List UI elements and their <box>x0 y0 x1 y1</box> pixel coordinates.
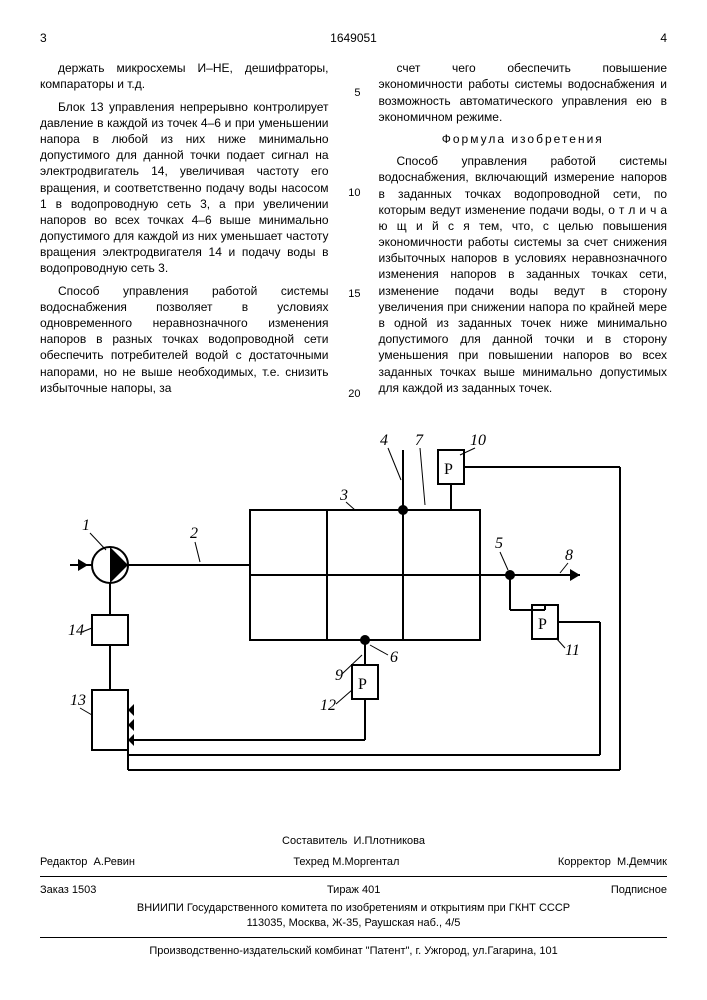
column-right: счет чего обеспечить повышение экономичн… <box>379 60 668 402</box>
schematic-diagram: 1 2 3 4 5 6 7 8 9 10 11 12 13 14 P P P <box>40 430 667 810</box>
para: Способ управления работой системы водосн… <box>379 153 668 396</box>
label-10: 10 <box>470 432 486 449</box>
print-run: Тираж 401 <box>327 883 380 898</box>
compiler: Составитель И.Плотникова <box>282 834 425 849</box>
line-numbers: 5 10 15 20 <box>347 60 361 402</box>
para: держать микросхемы И–НЕ, дешифраторы, ко… <box>40 60 329 92</box>
label-1: 1 <box>82 517 90 534</box>
para: Способ управления работой системы водосн… <box>40 283 329 396</box>
label-9: 9 <box>335 667 343 684</box>
label-12: 12 <box>320 697 336 714</box>
line-num: 15 <box>347 287 361 302</box>
order-line: Заказ 1503 Тираж 401 Подписное <box>40 883 667 898</box>
claim-title: Формула изобретения <box>379 131 668 147</box>
label-4: 4 <box>380 432 388 449</box>
label-3: 3 <box>339 487 348 504</box>
techred: Техред М.Моргентал <box>293 855 399 870</box>
credits-row-2: Редактор А.Ревин Техред М.Моргентал Корр… <box>40 855 667 870</box>
print-org: Производственно-издательский комбинат "П… <box>40 944 667 959</box>
para: Блок 13 управления непрерывно контролиру… <box>40 99 329 277</box>
divider <box>40 876 667 877</box>
para: счет чего обеспечить повышение экономичн… <box>379 60 668 125</box>
publisher-addr: 113035, Москва, Ж-35, Раушская наб., 4/5 <box>40 916 667 931</box>
divider <box>40 937 667 938</box>
editor: Редактор А.Ревин <box>40 855 135 870</box>
footer: Составитель И.Плотникова Редактор А.Реви… <box>40 834 667 959</box>
page-right: 4 <box>660 30 667 46</box>
label-6: 6 <box>390 649 398 666</box>
line-num: 10 <box>347 186 361 201</box>
label-7: 7 <box>415 432 424 449</box>
corrector: Корректор М.Демчик <box>558 855 667 870</box>
label-2: 2 <box>190 525 198 542</box>
line-num: 5 <box>347 86 361 101</box>
label-8: 8 <box>565 547 573 564</box>
credits-row-1: Составитель И.Плотникова <box>40 834 667 849</box>
sensor-p: P <box>444 461 453 478</box>
patent-number: 1649051 <box>47 30 661 46</box>
label-5: 5 <box>495 535 503 552</box>
page-left: 3 <box>40 30 47 46</box>
sensor-p: P <box>538 616 547 633</box>
signed: Подписное <box>611 883 667 898</box>
label-14: 14 <box>68 622 84 639</box>
page-header: 3 1649051 4 <box>40 30 667 46</box>
order-no: Заказ 1503 <box>40 883 96 898</box>
label-13: 13 <box>70 692 86 709</box>
publisher-org: ВНИИПИ Государственного комитета по изоб… <box>40 901 667 916</box>
column-left: держать микросхемы И–НЕ, дешифраторы, ко… <box>40 60 329 402</box>
line-num: 20 <box>347 387 361 402</box>
sensor-p: P <box>358 676 367 693</box>
text-columns: держать микросхемы И–НЕ, дешифраторы, ко… <box>40 60 667 402</box>
label-11: 11 <box>565 642 580 659</box>
